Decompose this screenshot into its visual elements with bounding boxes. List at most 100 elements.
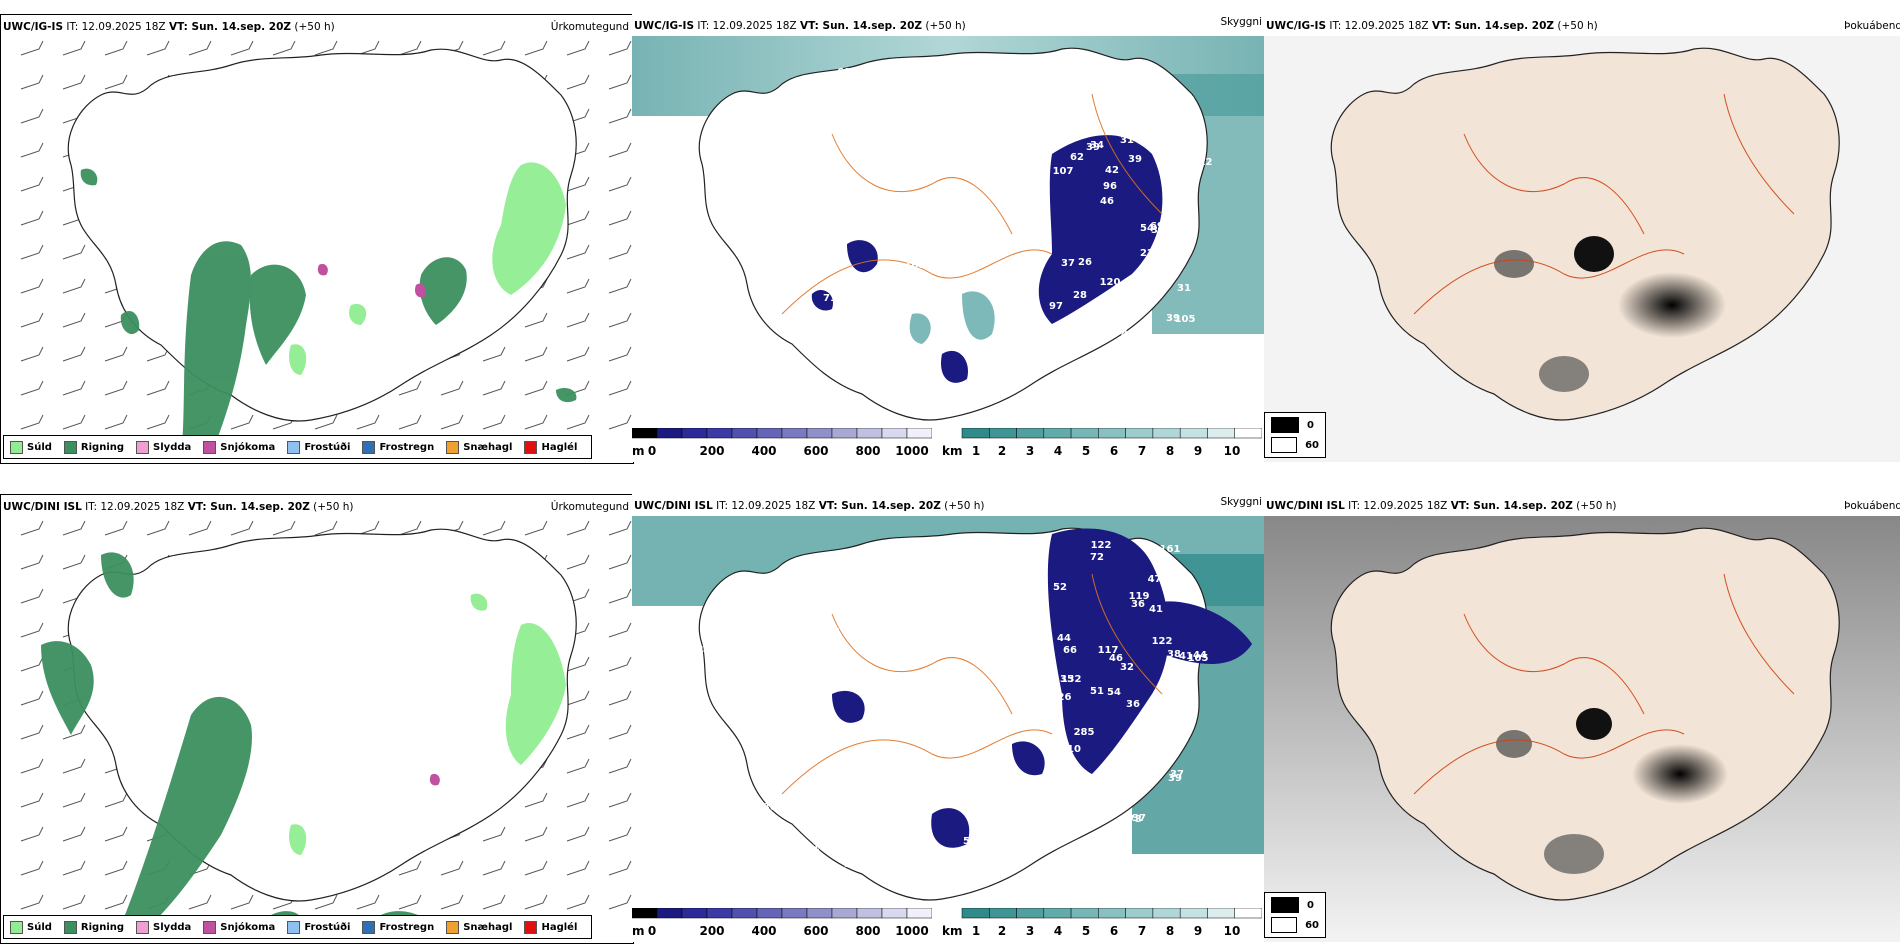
cloud-base-label: 54 xyxy=(1140,223,1154,234)
cloud-base-label: 52 xyxy=(1053,582,1067,593)
cloud-base-label: 39 xyxy=(1128,154,1142,165)
colorbar-segment xyxy=(1070,908,1099,919)
fog-swatch xyxy=(1271,897,1299,913)
wind-barb-icon xyxy=(314,894,338,910)
precip-legend: Súld Rigning Slydda Snjókoma Frostúði Fr… xyxy=(3,435,593,459)
vis-tick: 7 xyxy=(1137,924,1147,938)
wind-barb-icon xyxy=(230,894,254,910)
cloud-base-label: 29 xyxy=(739,584,753,595)
vis-tick: 6 xyxy=(1109,444,1119,458)
legend-item: Frostúði xyxy=(287,440,350,454)
cloud-base-label: 38 xyxy=(768,211,782,222)
legend-swatch xyxy=(203,920,217,934)
colorbar-segment xyxy=(806,428,833,439)
legend-swatch xyxy=(362,440,376,454)
cloud-base-label: 34 xyxy=(1090,140,1104,151)
cloud-base-label: 22 xyxy=(1140,248,1154,259)
wind-barb-icon xyxy=(20,414,44,430)
colorbar-segment xyxy=(961,908,990,919)
wind-barb-icon xyxy=(608,520,632,536)
cloud-base-label: 69 xyxy=(932,95,946,106)
wind-barb-icon xyxy=(566,894,590,910)
wind-barb-icon xyxy=(566,826,590,842)
panel-title: Úrkomutegund xyxy=(550,501,629,513)
cloud-base-label: 107 xyxy=(813,842,834,853)
wind-barb-icon xyxy=(314,520,338,536)
wind-barb-icon xyxy=(20,758,44,774)
cloud-base-label: 73 xyxy=(1128,814,1142,825)
colorbar-segment xyxy=(681,428,708,439)
panel-title: Skyggni xyxy=(1220,496,1263,508)
cloud-tick: 1000 xyxy=(895,924,929,938)
cloud-base-label: 105 xyxy=(1175,314,1196,325)
legend-swatch xyxy=(203,440,217,454)
panel-header: UWC/DINI ISL IT: 12.09.2025 18Z VT: Sun.… xyxy=(1266,500,1617,512)
wind-barb-icon xyxy=(608,312,632,328)
wind-barb-icon xyxy=(482,520,506,536)
wind-barb-icon xyxy=(188,40,212,56)
wind-barb-icon xyxy=(482,346,506,362)
wind-barb-icon xyxy=(566,278,590,294)
cloud-tick: 800 xyxy=(855,924,881,938)
wind-barb-icon xyxy=(20,346,44,362)
wind-barb-icon xyxy=(62,312,86,328)
cloud-base-label: 102 xyxy=(995,830,1016,841)
vis-tick: 3 xyxy=(1025,444,1035,458)
cloud-base-label: 2 xyxy=(1006,299,1013,310)
wind-barb-icon xyxy=(398,380,422,396)
cloud-base-label: 29 xyxy=(866,195,880,206)
panel-header: UWC/DINI ISL IT: 12.09.2025 18Z VT: Sun.… xyxy=(634,500,985,512)
fog-swatch xyxy=(1271,437,1298,453)
wind-barb-icon xyxy=(62,278,86,294)
wind-barb-icon xyxy=(608,860,632,876)
wind-barb-icon xyxy=(608,380,632,396)
wind-barb-icon xyxy=(20,40,44,56)
cloud-tick: 800 xyxy=(855,444,881,458)
wind-barb-icon xyxy=(104,380,128,396)
fog-swatch xyxy=(1271,917,1298,933)
wind-barb-icon xyxy=(20,724,44,740)
wind-barb-icon xyxy=(62,520,86,536)
cloud-base-label: 68 xyxy=(954,667,968,678)
wind-barb-icon xyxy=(20,244,44,260)
cloud-base-label: 47 xyxy=(1007,100,1021,111)
vis-tick: 9 xyxy=(1193,444,1203,458)
cloud-tick: 600 xyxy=(803,444,829,458)
wind-barb-icon xyxy=(608,176,632,192)
colorbar-segment xyxy=(1125,428,1154,439)
cloud-base-label: 35 xyxy=(994,556,1008,567)
panel-title: Úrkomutegund xyxy=(550,21,629,33)
wind-barb-icon xyxy=(398,860,422,876)
cloud-base-label: 78 xyxy=(733,392,747,403)
legend-item: Slydda xyxy=(136,920,191,934)
wind-barb-icon xyxy=(566,74,590,90)
colorbar-segment xyxy=(1043,908,1072,919)
legend-item: Frostregn xyxy=(362,440,434,454)
wind-barb-icon xyxy=(104,860,128,876)
wind-barb-icon xyxy=(20,690,44,706)
wind-barb-icon xyxy=(440,860,464,876)
wind-barb-icon xyxy=(524,520,548,536)
cloud-base-label: 119 xyxy=(1129,591,1150,602)
wind-barb-icon xyxy=(356,894,380,910)
cloud-base-colorbar: m 0 200 400 600 800 1000 xyxy=(632,428,932,458)
wind-barb-icon xyxy=(20,380,44,396)
wind-barb-icon xyxy=(608,826,632,842)
cloud-base-label: 73 xyxy=(926,627,940,638)
wind-barb-icon xyxy=(440,894,464,910)
wind-barb-icon xyxy=(62,554,86,570)
cloud-base-label: 126 xyxy=(1051,692,1072,703)
wind-barb-icon xyxy=(608,346,632,362)
cloud-base-label: 76 xyxy=(925,620,939,631)
colorbar-segment xyxy=(831,908,858,919)
cloud-base-label: 38 xyxy=(844,859,858,870)
cloud-base-label: 42 xyxy=(1105,165,1119,176)
cloud-base-label: 59 xyxy=(1181,95,1195,106)
colorbar-segment xyxy=(806,908,833,919)
cloud-tick: 0 xyxy=(647,444,657,458)
cloud-base-label: 46 xyxy=(1100,196,1114,207)
wind-barb-icon xyxy=(440,414,464,430)
cloud-base-label: 67 xyxy=(1077,108,1091,119)
panel-header: UWC/DINI ISL IT: 12.09.2025 18Z VT: Sun.… xyxy=(3,501,354,513)
wind-barb-icon xyxy=(356,520,380,536)
